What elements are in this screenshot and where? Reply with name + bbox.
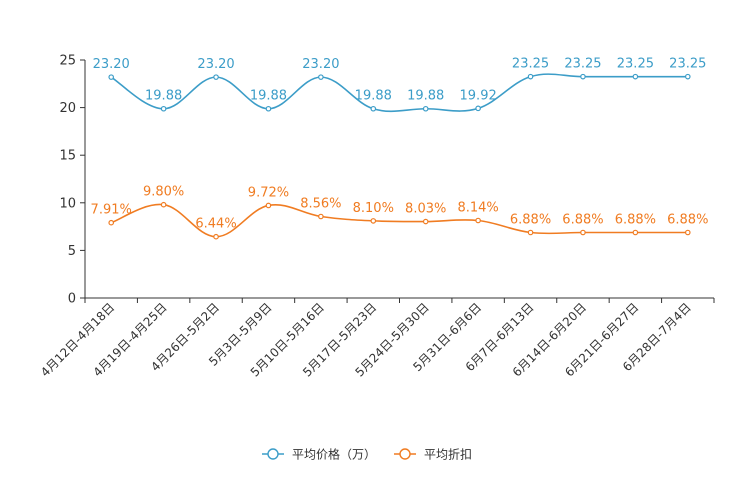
data-point (108, 219, 115, 226)
data-label: 19.88 (355, 89, 392, 104)
data-point (370, 105, 377, 112)
data-point (160, 201, 167, 208)
data-label: 6.88% (615, 213, 656, 228)
chart-legend: 平均价格（万） 平均折扣 (262, 447, 472, 462)
y-tick-label: 15 (59, 149, 76, 164)
data-point (108, 74, 115, 80)
data-point (475, 217, 481, 224)
data-point (475, 105, 481, 112)
data-point (527, 229, 534, 236)
data-label: 19.92 (460, 88, 497, 103)
data-point (422, 105, 429, 112)
data-point (213, 74, 219, 80)
data-label: 8.10% (353, 201, 394, 216)
data-point (580, 229, 586, 236)
data-label: 6.88% (667, 213, 708, 228)
data-label: 19.88 (250, 89, 287, 104)
data-label: 23.20 (197, 57, 234, 72)
data-label: 7.91% (91, 203, 132, 218)
data-point (580, 73, 586, 80)
data-label: 9.80% (143, 185, 184, 200)
data-label: 19.88 (145, 89, 182, 104)
data-label: 8.03% (405, 202, 446, 217)
chart-series: 23.20 19.88 23.20 19.88 23.20 19.88 19.88 19.92… (91, 57, 708, 240)
data-label: 19.88 (407, 89, 444, 104)
y-tick-label: 20 (59, 101, 76, 116)
data-point (422, 218, 429, 225)
data-label: 6.88% (510, 213, 551, 228)
data-point (632, 73, 639, 80)
y-tick-label: 25 (59, 54, 76, 69)
data-point (684, 229, 691, 236)
legend-marker-icon (399, 448, 411, 460)
y-tick-label: 0 (68, 292, 76, 307)
data-label: 8.56% (300, 197, 341, 212)
data-label: 23.20 (302, 57, 339, 72)
data-point (265, 202, 272, 209)
data-label: 6.88% (562, 213, 603, 228)
data-label: 23.25 (669, 57, 706, 72)
data-label: 23.20 (93, 57, 130, 72)
y-tick-label: 10 (59, 196, 76, 211)
data-label: 23.25 (617, 57, 654, 72)
data-label: 9.72% (248, 185, 289, 200)
data-point (684, 73, 691, 80)
y-tick-label: 5 (68, 244, 76, 259)
data-point (370, 218, 377, 224)
data-point (527, 73, 534, 80)
legend-marker-icon (267, 448, 279, 460)
data-label: 23.25 (512, 57, 549, 72)
series-line-0 (110, 73, 688, 113)
data-label: 6.44% (195, 217, 236, 232)
data-point (318, 213, 324, 220)
legend-label: 平均折扣 (424, 447, 472, 462)
legend-label: 平均价格（万） (292, 447, 376, 462)
data-point (213, 233, 219, 240)
data-label: 8.14% (457, 201, 498, 216)
data-point (318, 74, 324, 80)
data-point (160, 105, 167, 112)
data-point (265, 105, 272, 112)
data-label: 23.25 (564, 57, 601, 72)
data-point (632, 229, 639, 236)
